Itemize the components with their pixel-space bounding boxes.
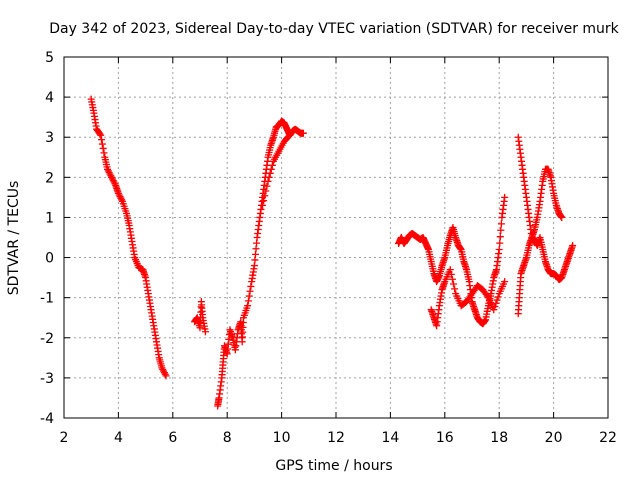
data-point <box>501 278 509 286</box>
data-point <box>491 302 499 310</box>
data-point <box>244 297 252 305</box>
data-point <box>263 182 271 190</box>
data-point <box>96 130 104 138</box>
x-axis-label: GPS time / hours <box>275 458 392 474</box>
data-point <box>494 293 502 301</box>
data-point <box>447 270 455 278</box>
data-point <box>108 175 116 183</box>
x-tick-label: 8 <box>223 430 232 446</box>
x-tick-label: 20 <box>545 430 563 446</box>
data-point <box>104 165 112 173</box>
chart-title: Day 342 of 2023, Sidereal Day-to-day VTE… <box>49 21 619 37</box>
y-tick-label: 3 <box>45 130 54 146</box>
data-point <box>158 364 166 372</box>
data-point <box>260 197 268 205</box>
data-point <box>105 169 113 177</box>
data-point <box>299 129 307 137</box>
grid <box>64 57 608 418</box>
data-point <box>446 266 454 274</box>
data-point <box>98 136 106 144</box>
data-point <box>201 328 209 336</box>
data-point <box>264 177 272 185</box>
data-points <box>87 95 577 410</box>
data-point <box>267 165 275 173</box>
data-point <box>450 280 458 288</box>
data-point <box>111 180 119 188</box>
data-point <box>161 370 169 378</box>
data-point <box>497 226 505 234</box>
y-tick-label: -3 <box>40 371 54 387</box>
data-point <box>495 246 503 254</box>
data-point <box>266 169 274 177</box>
x-tick-label: 14 <box>381 430 399 446</box>
data-point <box>110 178 118 186</box>
data-point <box>116 193 124 201</box>
x-tick-label: 2 <box>60 430 69 446</box>
data-point <box>162 372 170 380</box>
data-point <box>501 193 509 201</box>
data-point <box>100 149 108 157</box>
y-tick-label: -2 <box>40 331 54 347</box>
data-point <box>108 173 116 181</box>
data-point <box>115 191 123 199</box>
y-tick-label: -4 <box>40 411 54 427</box>
data-point <box>268 161 276 169</box>
data-point <box>244 302 252 310</box>
data-point <box>451 285 459 293</box>
data-point <box>259 201 267 209</box>
x-tick-label: 6 <box>168 430 177 446</box>
x-tick-label: 10 <box>273 430 291 446</box>
data-point <box>247 282 255 290</box>
data-point <box>98 140 106 148</box>
data-point <box>99 144 107 152</box>
data-point <box>159 365 167 373</box>
y-tick-label: 1 <box>45 210 54 226</box>
data-point <box>483 292 491 300</box>
y-tick-label: 0 <box>45 251 54 267</box>
data-point <box>114 189 122 197</box>
axis-ticks <box>63 56 609 419</box>
x-tick-label: 4 <box>114 430 123 446</box>
data-point <box>262 187 270 195</box>
data-point <box>496 239 504 247</box>
data-point <box>285 132 293 140</box>
data-point <box>160 367 168 375</box>
data-point <box>97 131 105 139</box>
data-point <box>497 220 505 228</box>
data-point <box>265 173 273 181</box>
data-point <box>496 233 504 241</box>
data-point <box>106 170 114 178</box>
data-point <box>286 131 294 139</box>
y-axis-label: SDTVAR / TECUs <box>6 181 22 296</box>
y-tick-labels: -4 -3 -2 -1 0 1 2 3 4 5 <box>40 50 54 427</box>
data-point <box>493 296 501 304</box>
x-tick-label: 18 <box>490 430 508 446</box>
y-tick-label: 4 <box>45 90 54 106</box>
data-point <box>118 196 126 204</box>
y-tick-label: 5 <box>45 50 54 66</box>
data-point <box>492 299 500 307</box>
data-point <box>261 192 269 200</box>
x-tick-label: 16 <box>436 430 454 446</box>
data-point <box>160 369 168 377</box>
data-point <box>104 167 112 175</box>
y-tick-label: -1 <box>40 291 54 307</box>
data-point <box>490 306 498 314</box>
data-point <box>558 213 566 221</box>
x-tick-label: 12 <box>327 430 345 446</box>
data-point <box>569 242 577 250</box>
data-point <box>448 275 456 283</box>
x-tick-labels: 2 4 6 8 10 12 14 16 18 20 22 <box>60 430 617 446</box>
data-point <box>117 194 125 202</box>
x-tick-label: 22 <box>599 430 617 446</box>
data-point <box>107 172 115 180</box>
y-tick-label: 2 <box>45 170 54 186</box>
data-point <box>109 177 117 185</box>
data-point <box>245 292 253 300</box>
data-point <box>246 287 254 295</box>
